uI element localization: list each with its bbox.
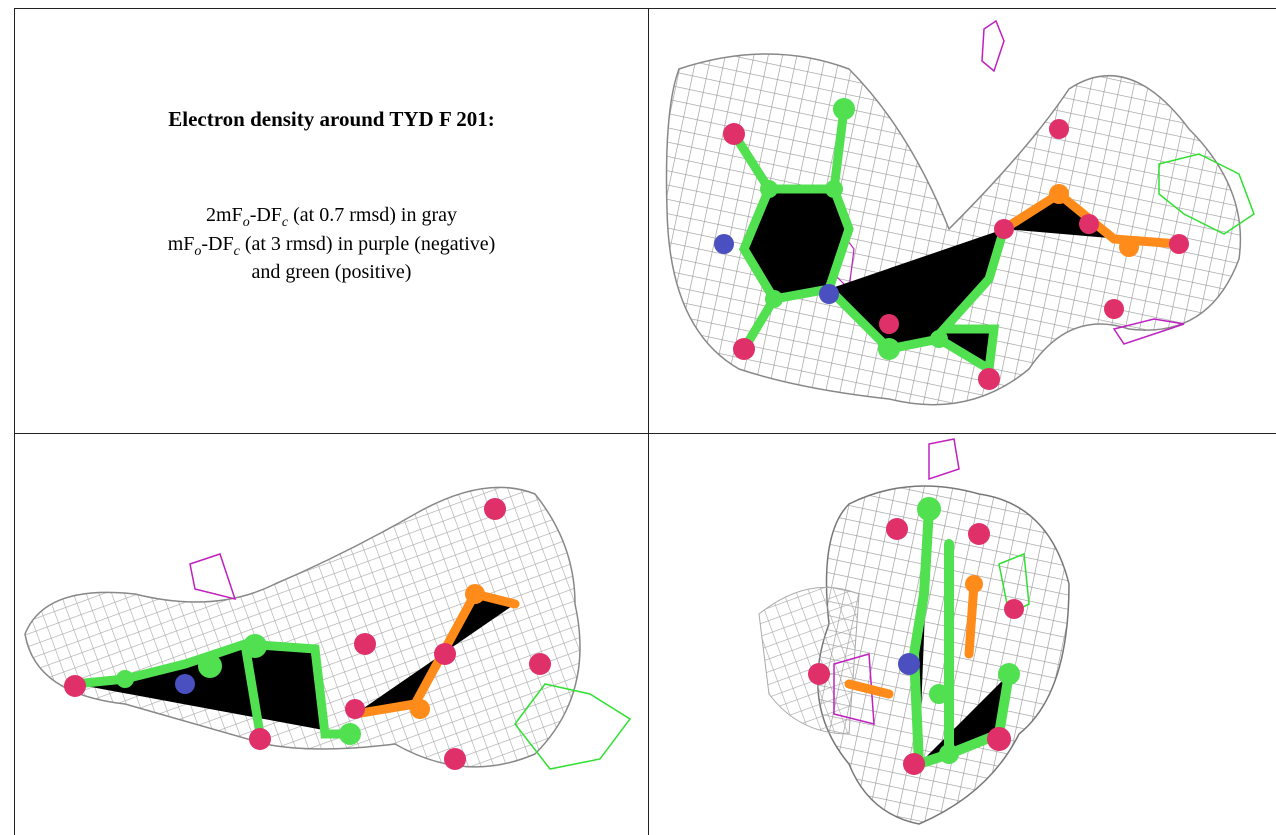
bonds xyxy=(908,504,1014,769)
caption-text: mF xyxy=(167,233,195,255)
caption-line: 2mFo-DFc (at 0.7 rmsd) in gray xyxy=(15,204,648,231)
caption-text: (at 0.7 rmsd) in gray xyxy=(288,204,457,226)
caption-line: and green (positive) xyxy=(15,261,648,284)
mesh-positive xyxy=(998,552,1030,616)
caption-text: and green (positive) xyxy=(251,261,412,283)
table-divider xyxy=(14,433,1276,434)
density-view-1 xyxy=(665,19,1255,406)
caption-subscript: c xyxy=(281,215,289,230)
mesh-positive xyxy=(514,683,632,770)
bonds xyxy=(729,104,1009,377)
atoms xyxy=(808,497,1024,775)
caption-title: Electron density around TYD F 201: xyxy=(168,107,495,131)
mesh-2fo-fc xyxy=(817,485,1070,825)
caption-text: -DF xyxy=(201,233,234,255)
table-divider xyxy=(648,8,649,835)
caption-text: (at 3 rmsd) in purple (negative) xyxy=(239,233,496,255)
density-view-3 xyxy=(758,438,1070,825)
mesh-negative xyxy=(1112,318,1185,345)
bonds xyxy=(844,579,979,699)
atoms xyxy=(64,498,551,770)
density-view-2 xyxy=(24,486,632,770)
mesh-negative xyxy=(189,553,237,601)
caption-subscript: c xyxy=(233,244,240,259)
atoms xyxy=(714,98,1189,390)
caption-text: -DF xyxy=(249,204,282,226)
caption-text: 2mF xyxy=(206,204,243,226)
table-frame xyxy=(14,8,1276,835)
caption-subscript: o xyxy=(242,215,250,230)
caption-subscript: o xyxy=(194,244,202,259)
mesh-negative xyxy=(833,653,875,725)
mesh-negative xyxy=(928,438,960,481)
mesh-2fo-fc xyxy=(665,53,1242,406)
mesh-positive xyxy=(1158,153,1255,235)
caption-line: mFo-DFc (at 3 rmsd) in purple (negative) xyxy=(15,233,648,260)
caption-cell: Electron density around TYD F 201: 2mFo-… xyxy=(15,9,648,433)
mesh-negative xyxy=(981,19,1005,73)
